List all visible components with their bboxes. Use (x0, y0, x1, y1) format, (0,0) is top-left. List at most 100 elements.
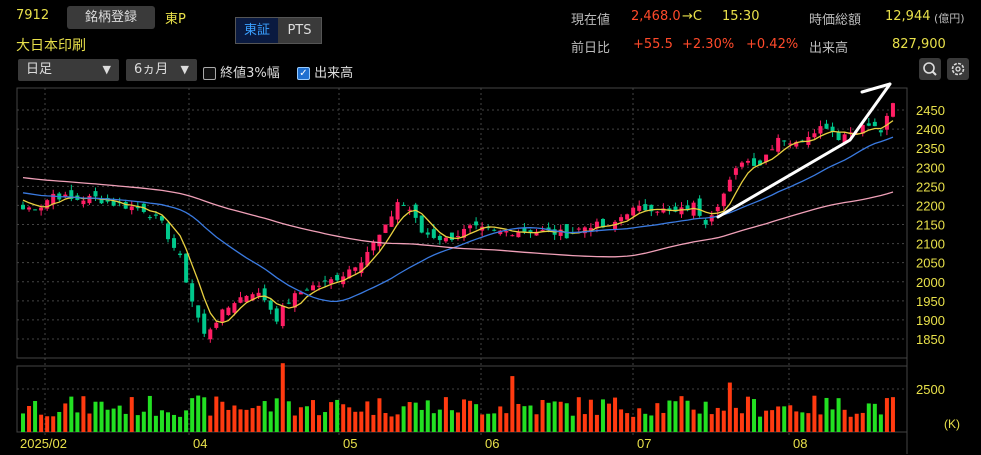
change-value: +55.5 (633, 37, 673, 52)
range-value: 6ヵ月 (134, 62, 169, 77)
candle-body (455, 235, 460, 237)
volume-bar (226, 409, 231, 432)
volume-bar (824, 397, 829, 432)
candle-body (594, 221, 599, 229)
volume-checkbox[interactable]: ✓ (297, 67, 310, 80)
candle-body (776, 137, 781, 152)
price-tick-label: 1950 (916, 294, 945, 309)
volume-bar (468, 400, 473, 432)
close3-checkbox[interactable] (203, 67, 216, 80)
volume-bar (673, 401, 678, 432)
price-panel-frame (16, 87, 908, 359)
volume-bar (45, 416, 50, 432)
period-select[interactable]: 日足 ▼ (18, 59, 119, 81)
candle-body (353, 267, 358, 271)
chevron-down-icon: ▼ (180, 63, 189, 76)
volume-bar (57, 411, 62, 432)
month-label: 2025/02 (20, 436, 67, 451)
candle-body (21, 204, 25, 210)
candle-body (794, 141, 799, 147)
price-tick-label: 2050 (916, 256, 945, 271)
candle-body (546, 227, 551, 231)
candle-body (685, 205, 690, 211)
volume-bar (848, 416, 853, 432)
volume-bar (27, 405, 32, 432)
volume-bar (655, 403, 660, 432)
volume-bar (872, 403, 877, 432)
volume-bar (788, 405, 793, 432)
candle-body (347, 269, 352, 279)
volume-bar (480, 414, 485, 432)
candle-body (462, 228, 467, 238)
volume-bar (214, 396, 219, 432)
volume-bar (304, 406, 309, 432)
volume-bar (292, 415, 297, 432)
price-tick-label: 2300 (916, 160, 945, 175)
settings-button[interactable] (947, 58, 969, 80)
candle-body (486, 227, 491, 229)
volume-bar (135, 415, 140, 432)
volume-checkbox-row[interactable]: ✓ 出来高 (297, 62, 353, 81)
candle-body (172, 238, 177, 248)
candle-body (196, 305, 201, 318)
candle-body (153, 214, 158, 216)
exchange-tabs: 東証 PTS (235, 17, 322, 44)
price-tick-label: 2250 (916, 179, 945, 194)
candle-body (588, 227, 593, 232)
candle-body (474, 221, 479, 226)
candle-body (317, 285, 322, 287)
register-button[interactable]: 銘柄登録 (67, 6, 155, 29)
volume-bar (812, 395, 817, 432)
candle-body (703, 219, 708, 225)
candle-body (45, 200, 50, 209)
volume-bar (401, 406, 406, 432)
volume-bar (93, 401, 98, 432)
candle-body (812, 133, 817, 138)
candle-body (135, 207, 140, 209)
volume-bar (607, 403, 612, 432)
volume-bar (105, 409, 110, 432)
candle-body (359, 262, 364, 274)
range-select[interactable]: 6ヵ月 ▼ (126, 59, 197, 81)
price-tick-label: 2200 (916, 198, 945, 213)
candle-body (51, 193, 56, 205)
candle-body (190, 283, 195, 302)
close3-checkbox-row[interactable]: 終値3%幅 (203, 62, 280, 81)
candle-body (866, 123, 871, 126)
volume-bar (317, 415, 322, 432)
volume-bar (661, 412, 666, 432)
volume-bar (806, 413, 811, 432)
volume-bar (528, 405, 533, 432)
stock-code: 7912 (16, 8, 50, 23)
candle-body (576, 228, 581, 230)
price-time: 15:30 (722, 9, 760, 24)
candle-body (468, 225, 473, 229)
volume-bar (449, 410, 454, 432)
current-price: 2,468.0 (631, 9, 681, 24)
tab-tse[interactable]: 東証 (236, 18, 278, 43)
candle-body (431, 229, 436, 238)
volume-bar (202, 397, 207, 432)
candle-body (752, 158, 757, 166)
candle-body (274, 308, 279, 322)
volume-bar (860, 412, 865, 432)
candle-body (449, 232, 454, 241)
volume-bar (498, 406, 503, 432)
candle-body (443, 237, 448, 242)
month-label: 06 (485, 436, 499, 451)
candle-body (824, 123, 829, 129)
candle-body (310, 285, 315, 291)
candle-body (631, 207, 636, 216)
change-label: 前日比 (571, 41, 611, 56)
volume-bar (407, 402, 412, 432)
volume-bar (649, 415, 654, 432)
mcap-unit: (億円) (934, 12, 965, 25)
zoom-button[interactable] (919, 58, 941, 80)
volume-bar (39, 414, 44, 432)
tab-pts[interactable]: PTS (287, 23, 312, 38)
candle-body (667, 208, 672, 210)
candle-body (425, 232, 430, 235)
volume-bar (443, 397, 448, 432)
candle-body (739, 162, 744, 167)
